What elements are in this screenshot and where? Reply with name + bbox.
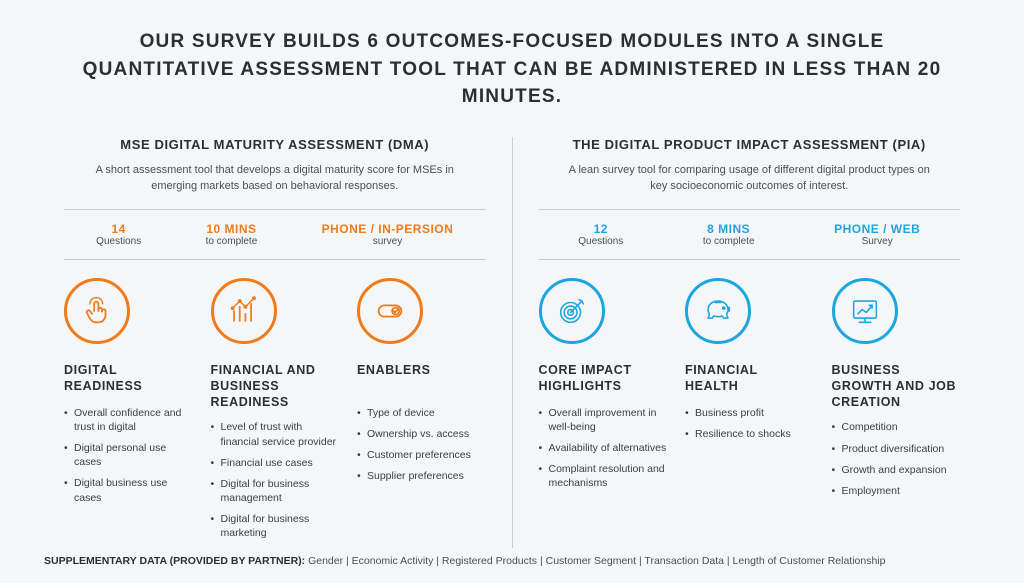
rule: [64, 259, 486, 260]
module-title: ENABLERS: [357, 362, 486, 396]
bullet: Availability of alternatives: [539, 441, 668, 455]
module-bullets: Overall confidence and trust in digital …: [64, 406, 193, 505]
stat-label: survey: [322, 236, 454, 247]
bullet: Ownership vs. access: [357, 427, 486, 441]
module-financial-readiness: FINANCIAL AND BUSINESS READINESS Level o…: [211, 278, 340, 548]
module-bullets: Business profit Resilience to shocks: [685, 406, 814, 441]
stat-mode: PHONE / WEB Survey: [834, 222, 920, 247]
piggy-icon: [685, 278, 751, 344]
panel-pia-stats: 12 Questions 8 MINS to complete PHONE / …: [539, 220, 961, 249]
toggle-icon: [357, 278, 423, 344]
stat-value: 14: [96, 222, 141, 236]
bullet: Digital for business marketing: [211, 512, 340, 540]
bullet: Business profit: [685, 406, 814, 420]
footer-items: Gender | Economic Activity | Registered …: [305, 555, 885, 567]
module-bullets: Type of device Ownership vs. access Cust…: [357, 406, 486, 484]
stat-label: Questions: [96, 236, 141, 247]
bullet: Customer preferences: [357, 448, 486, 462]
panel-pia-title: THE DIGITAL PRODUCT IMPACT ASSESSMENT (P…: [539, 137, 961, 152]
module-financial-health: FINANCIAL HEALTH Business profit Resilie…: [685, 278, 814, 505]
bullet: Digital for business management: [211, 477, 340, 505]
rule: [64, 209, 486, 210]
bullet: Level of trust with financial service pr…: [211, 420, 340, 448]
stat-label: Questions: [578, 236, 623, 247]
stat-value: PHONE / IN-PERSION: [322, 222, 454, 236]
module-bullets: Competition Product diversification Grow…: [832, 420, 961, 498]
rule: [539, 259, 961, 260]
bullet: Resilience to shocks: [685, 427, 814, 441]
stat-questions: 12 Questions: [578, 222, 623, 247]
bullet: Digital personal use cases: [64, 441, 193, 469]
panel-dma: MSE DIGITAL MATURITY ASSESSMENT (DMA) A …: [44, 137, 506, 548]
bullet: Product diversification: [832, 442, 961, 456]
panel-dma-title: MSE DIGITAL MATURITY ASSESSMENT (DMA): [64, 137, 486, 152]
module-title: BUSINESS GROWTH AND JOB CREATION: [832, 362, 961, 411]
module-title: DIGITAL READINESS: [64, 362, 193, 396]
rule: [539, 209, 961, 210]
bullet: Financial use cases: [211, 456, 340, 470]
stat-time: 10 MINS to complete: [206, 222, 258, 247]
panel-dma-stats: 14 Questions 10 MINS to complete PHONE /…: [64, 220, 486, 249]
bullet: Complaint resolution and mechanisms: [539, 462, 668, 490]
target-icon: [539, 278, 605, 344]
panels-row: MSE DIGITAL MATURITY ASSESSMENT (DMA) A …: [44, 137, 980, 548]
stat-label: to complete: [206, 236, 258, 247]
bullet: Growth and expansion: [832, 463, 961, 477]
module-bullets: Level of trust with financial service pr…: [211, 420, 340, 540]
stat-value: 12: [578, 222, 623, 236]
module-enablers: ENABLERS Type of device Ownership vs. ac…: [357, 278, 486, 548]
bullet: Competition: [832, 420, 961, 434]
bullet: Type of device: [357, 406, 486, 420]
module-title: FINANCIAL AND BUSINESS READINESS: [211, 362, 340, 411]
stat-value: 8 MINS: [703, 222, 755, 236]
stat-mode: PHONE / IN-PERSION survey: [322, 222, 454, 247]
module-title: CORE IMPACT HIGHLIGHTS: [539, 362, 668, 396]
stat-time: 8 MINS to complete: [703, 222, 755, 247]
headline: OUR SURVEY BUILDS 6 OUTCOMES-FOCUSED MOD…: [62, 28, 962, 111]
chart-line-icon: [211, 278, 277, 344]
footer-supplementary: SUPPLEMENTARY DATA (PROVIDED BY PARTNER)…: [44, 555, 980, 567]
stat-questions: 14 Questions: [96, 222, 141, 247]
module-digital-readiness: DIGITAL READINESS Overall confidence and…: [64, 278, 193, 548]
vertical-divider: [512, 137, 513, 548]
footer-label: SUPPLEMENTARY DATA (PROVIDED BY PARTNER)…: [44, 555, 305, 567]
panel-pia: THE DIGITAL PRODUCT IMPACT ASSESSMENT (P…: [519, 137, 981, 548]
stat-label: Survey: [834, 236, 920, 247]
bullet: Supplier preferences: [357, 469, 486, 483]
module-business-growth: BUSINESS GROWTH AND JOB CREATION Competi…: [832, 278, 961, 505]
panel-pia-modules: CORE IMPACT HIGHLIGHTS Overall improveme…: [539, 278, 961, 505]
panel-pia-desc: A lean survey tool for comparing usage o…: [559, 162, 939, 195]
growth-icon: [832, 278, 898, 344]
panel-dma-desc: A short assessment tool that develops a …: [85, 162, 465, 195]
bullet: Employment: [832, 484, 961, 498]
bullet: Overall confidence and trust in digital: [64, 406, 193, 434]
bullet: Digital business use cases: [64, 476, 193, 504]
panel-dma-modules: DIGITAL READINESS Overall confidence and…: [64, 278, 486, 548]
bullet: Overall improvement in well-being: [539, 406, 668, 434]
touch-icon: [64, 278, 130, 344]
stat-value: PHONE / WEB: [834, 222, 920, 236]
module-title: FINANCIAL HEALTH: [685, 362, 814, 396]
stat-value: 10 MINS: [206, 222, 258, 236]
module-bullets: Overall improvement in well-being Availa…: [539, 406, 668, 491]
stat-label: to complete: [703, 236, 755, 247]
module-core-impact: CORE IMPACT HIGHLIGHTS Overall improveme…: [539, 278, 668, 505]
